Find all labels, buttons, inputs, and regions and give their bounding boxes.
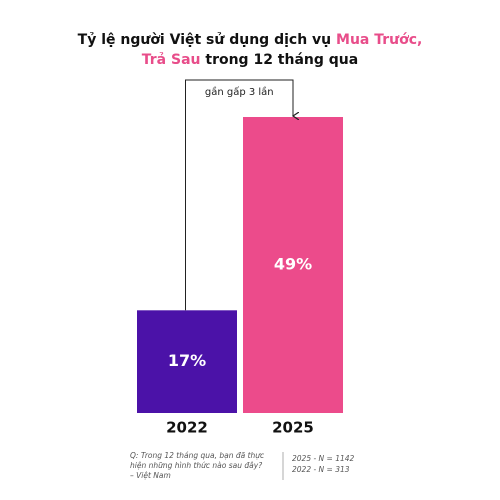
footnote: – Việt Nam <box>130 471 171 480</box>
title-segment: trong 12 tháng qua <box>201 52 359 68</box>
title-segment: Mua Trước, <box>336 32 422 48</box>
value-label: 49% <box>274 255 312 274</box>
annotation: gần gấp 3 lần <box>205 86 274 98</box>
bar <box>137 310 237 413</box>
x-tick-label: 2025 <box>272 419 314 437</box>
x-tick-label: 2022 <box>166 419 208 437</box>
value-label: 17% <box>168 351 206 370</box>
title-segment: Trả Sau <box>142 52 201 68</box>
annotation-arrow <box>185 79 294 311</box>
sample-size: 2022 - N = 313 <box>292 465 350 474</box>
annotation-bg <box>201 84 278 98</box>
footnote: Q: Trong 12 tháng qua, bạn đã thực <box>130 451 265 460</box>
chart-title: Trả Sau trong 12 tháng qua <box>142 52 358 68</box>
sample-size: 2025 - N = 1142 <box>292 454 355 463</box>
title-segment: Tỷ lệ người Việt sử dụng dịch vụ <box>78 32 336 48</box>
bar <box>243 117 343 413</box>
chart-title: Tỷ lệ người Việt sử dụng dịch vụ Mua Trư… <box>78 32 423 48</box>
footnote: hiện những hình thức nào sau đây? <box>130 461 262 470</box>
